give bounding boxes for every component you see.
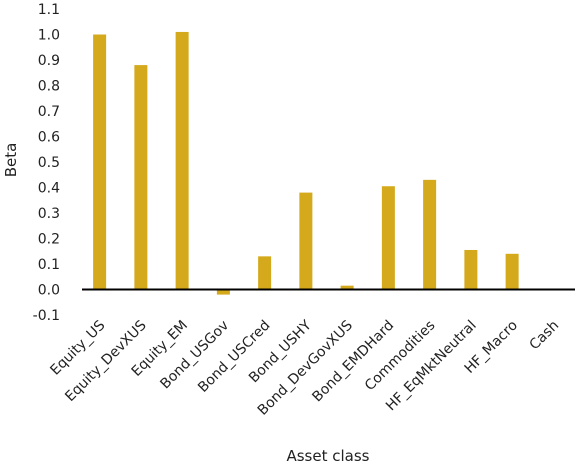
y-tick-label: 0.8: [38, 79, 60, 95]
x-category-label: Cash: [526, 318, 562, 354]
bar-equity-em: [175, 31, 189, 290]
y-tick-label: 0.3: [38, 206, 60, 222]
x-category-label: Bond_USCred: [195, 318, 273, 396]
bar-bond-ushy: [299, 192, 313, 290]
bars: [93, 31, 519, 295]
y-tick-label: 1.0: [38, 28, 60, 44]
bar-hf-macro: [505, 253, 519, 290]
bar-bond-emdhard: [381, 186, 395, 290]
x-axis-category-labels: Equity_USEquity_DevXUSEquity_EMBond_USGo…: [47, 317, 562, 418]
y-tick-label: 1.1: [38, 2, 60, 18]
bar-equity-devxus: [134, 65, 148, 290]
y-tick-label: 0.6: [38, 130, 60, 146]
bar-commodities: [423, 179, 437, 290]
x-axis-title: Asset class: [286, 447, 369, 465]
bar-equity-us: [93, 34, 107, 290]
y-tick-label: 0.0: [38, 283, 60, 299]
y-axis-ticks: 1.1 1.0 0.9 0.8 0.7 0.6 0.5 0.4 0.3 0.2 0.1 0.0 -0.1: [33, 2, 60, 324]
y-tick-label: 0.2: [38, 232, 60, 248]
y-tick-label: 0.4: [38, 181, 60, 197]
y-tick-label: 0.7: [38, 104, 60, 120]
bar-bond-devgovxus: [340, 285, 354, 290]
y-tick-label: 0.1: [38, 257, 60, 273]
bar-bond-uscred: [258, 256, 272, 290]
bar-bond-usgov: [216, 289, 230, 295]
y-tick-label: 0.5: [38, 155, 60, 171]
y-tick-label: -0.1: [33, 308, 60, 324]
y-axis-title: Beta: [2, 143, 20, 178]
y-tick-label: 0.9: [38, 53, 60, 69]
bar-hf-eqmktneutral: [464, 249, 478, 290]
